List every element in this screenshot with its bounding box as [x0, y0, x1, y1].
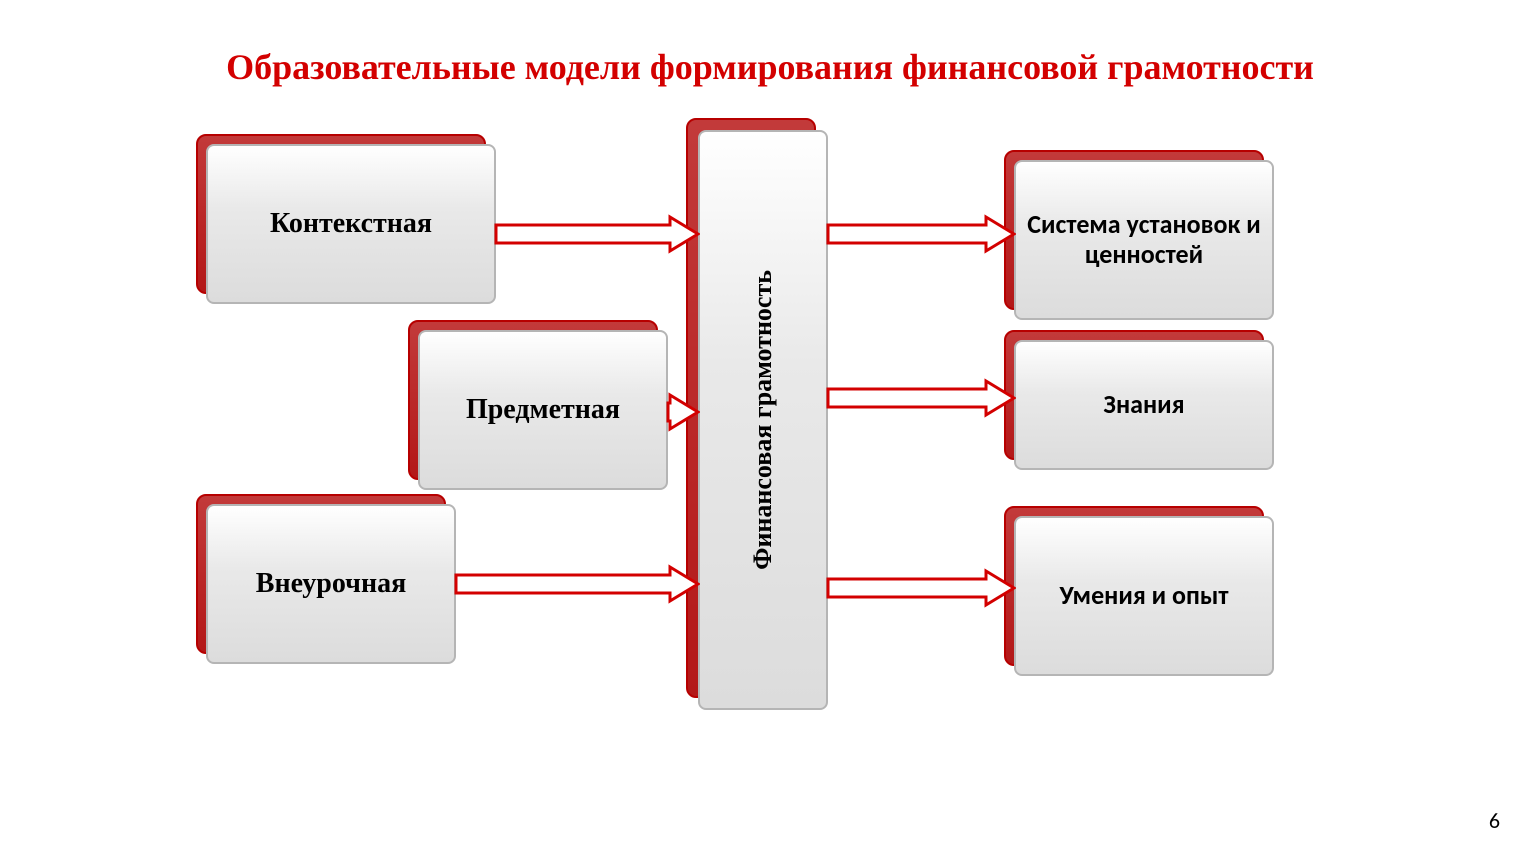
node-body: Контекстная: [206, 144, 496, 304]
node-body: Предметная: [418, 330, 668, 490]
arrow-extracur-to-finlit: [454, 562, 700, 606]
node-body: Знания: [1014, 340, 1274, 470]
node-label: Контекстная: [270, 208, 432, 240]
arrow-finlit-to-values: [826, 212, 1016, 256]
arrow-context-to-finlit: [494, 212, 700, 256]
arrow-shape: [828, 217, 1014, 251]
page-number: 6: [1489, 807, 1500, 834]
node-label: Знания: [1103, 390, 1184, 420]
node-label: Внеурочная: [256, 568, 406, 600]
node-body: Финансовая грамотность: [698, 130, 828, 710]
arrow-shape: [456, 567, 698, 601]
node-body: Система установок и ценностей: [1014, 160, 1274, 320]
arrow-shape: [496, 217, 698, 251]
node-label: Система установок и ценностей: [1026, 210, 1262, 270]
node-label: Умения и опыт: [1059, 581, 1228, 611]
node-context: Контекстная: [206, 144, 496, 304]
arrow-finlit-to-knowledge: [826, 376, 1016, 420]
node-body: Умения и опыт: [1014, 516, 1274, 676]
node-skills: Умения и опыт: [1014, 516, 1274, 676]
slide-title: Образовательные модели формирования фина…: [0, 46, 1540, 88]
node-values: Система установок и ценностей: [1014, 160, 1274, 320]
node-body: Внеурочная: [206, 504, 456, 664]
arrow-shape: [828, 381, 1014, 415]
node-subject: Предметная: [418, 330, 668, 490]
node-knowledge: Знания: [1014, 340, 1274, 470]
node-label: Предметная: [466, 394, 620, 426]
node-finlit: Финансовая грамотность: [698, 130, 828, 710]
arrow-finlit-to-skills: [826, 566, 1016, 610]
node-label: Финансовая грамотность: [748, 270, 778, 570]
node-extracur: Внеурочная: [206, 504, 456, 664]
arrow-shape: [828, 571, 1014, 605]
